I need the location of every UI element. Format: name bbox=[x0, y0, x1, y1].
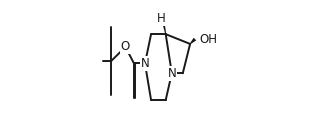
Text: N: N bbox=[141, 57, 149, 70]
Text: O: O bbox=[121, 41, 130, 53]
Text: OH: OH bbox=[199, 33, 217, 46]
Text: H: H bbox=[157, 12, 166, 25]
Polygon shape bbox=[190, 38, 196, 44]
Text: N: N bbox=[168, 67, 176, 80]
Polygon shape bbox=[160, 12, 166, 34]
